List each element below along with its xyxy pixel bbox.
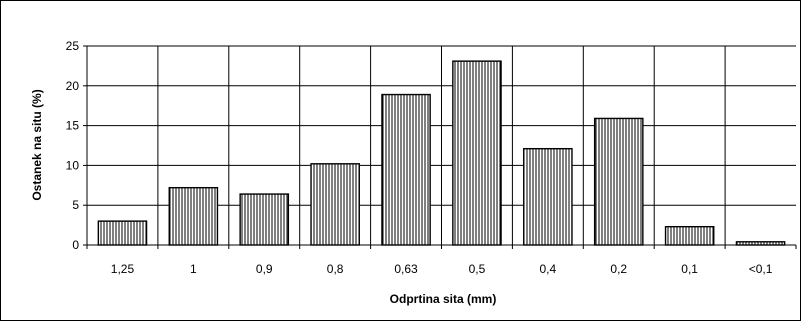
bar-6: [523, 147, 573, 246]
y-tick-label: 20: [66, 79, 80, 93]
y-tick-label: 0: [72, 238, 79, 252]
bar-0: [97, 220, 148, 246]
x-tick-label: 0,5: [469, 262, 486, 276]
bar-4: [381, 93, 431, 246]
x-tick-label: 1,25: [111, 262, 135, 276]
x-tick-label: 1: [190, 262, 197, 276]
x-tick-label: 0,8: [327, 262, 344, 276]
y-axis-label: Ostanek na situ (%): [30, 89, 44, 200]
bar-2: [239, 193, 290, 246]
x-tick-label: <0,1: [749, 262, 773, 276]
x-tick-label: 0,4: [540, 262, 557, 276]
plot-area: 0 5 10 15 20 25 1,25 1 0,9 0,8 0,63 0,5 0,4 0,2 0,1 <0,…: [66, 39, 797, 276]
x-tick-label: 0,9: [256, 262, 273, 276]
bar-7: [593, 117, 644, 246]
bar-8: [664, 225, 715, 246]
x-axis-label: Odprtina sita (mm): [390, 292, 497, 306]
y-tick-label: 5: [72, 198, 79, 212]
bar-3: [310, 163, 360, 246]
bar-1: [168, 186, 219, 246]
x-tick-label: 0,63: [394, 262, 418, 276]
x-tick-label: 0,2: [610, 262, 627, 276]
y-tick-label: 15: [66, 119, 80, 133]
y-tick-label: 10: [66, 158, 80, 172]
bar-5: [452, 60, 502, 246]
y-tick-label: 25: [66, 39, 80, 53]
x-tick-label: 0,1: [681, 262, 698, 276]
